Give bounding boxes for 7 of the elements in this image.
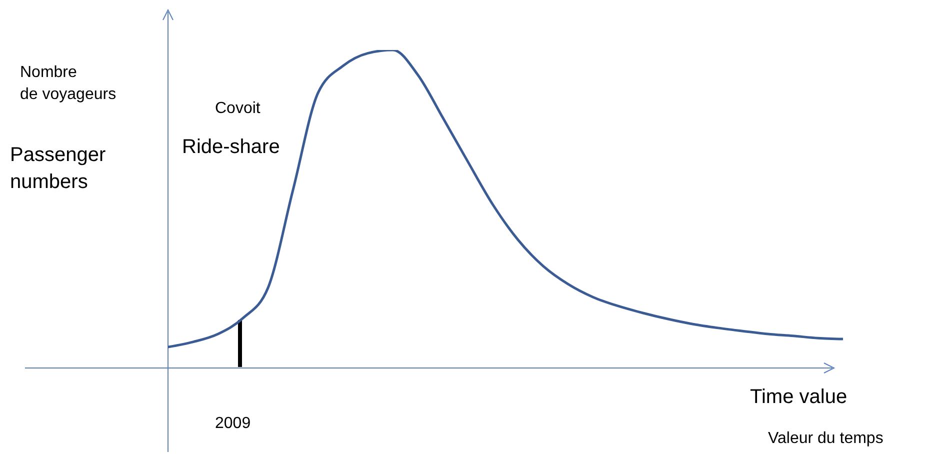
x-axis-title: Time value [750,385,848,410]
text: Nombre de voyageurs [20,63,116,105]
annotation: Covoit [215,99,260,119]
text: 2009 [215,414,251,434]
y-axis-title: Passenger numbers [10,143,106,195]
text: Valeur du temps [768,429,884,449]
annotation: Ride-share [182,135,280,160]
